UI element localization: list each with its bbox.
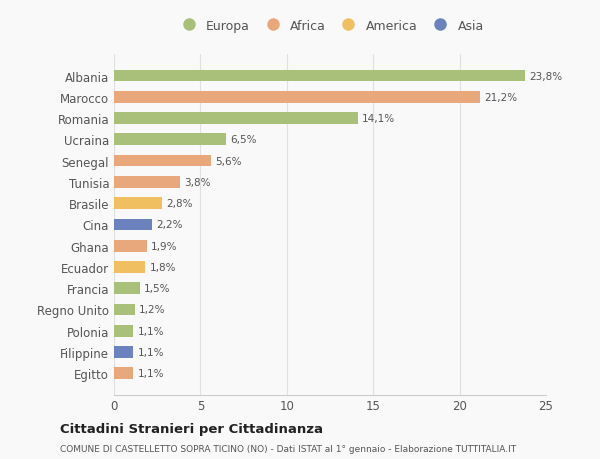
Text: 3,8%: 3,8% — [184, 178, 211, 187]
Bar — [114, 92, 481, 103]
Text: 1,8%: 1,8% — [149, 263, 176, 272]
Legend: Europa, Africa, America, Asia: Europa, Africa, America, Asia — [173, 17, 487, 35]
Text: COMUNE DI CASTELLETTO SOPRA TICINO (NO) - Dati ISTAT al 1° gennaio - Elaborazion: COMUNE DI CASTELLETTO SOPRA TICINO (NO) … — [60, 444, 516, 453]
Bar — [114, 347, 133, 358]
Text: Cittadini Stranieri per Cittadinanza: Cittadini Stranieri per Cittadinanza — [60, 422, 323, 436]
Text: 23,8%: 23,8% — [530, 71, 563, 81]
Text: 2,8%: 2,8% — [167, 199, 193, 209]
Text: 1,1%: 1,1% — [137, 347, 164, 357]
Bar — [114, 177, 179, 188]
Bar — [114, 198, 163, 209]
Text: 5,6%: 5,6% — [215, 156, 242, 166]
Text: 6,5%: 6,5% — [230, 135, 257, 145]
Text: 1,2%: 1,2% — [139, 305, 166, 315]
Text: 1,9%: 1,9% — [151, 241, 178, 251]
Bar — [114, 134, 226, 146]
Text: 14,1%: 14,1% — [362, 114, 395, 124]
Bar — [114, 241, 147, 252]
Text: 21,2%: 21,2% — [485, 93, 518, 102]
Bar — [114, 262, 145, 273]
Bar — [114, 304, 135, 316]
Text: 1,1%: 1,1% — [137, 369, 164, 379]
Text: 1,1%: 1,1% — [137, 326, 164, 336]
Bar — [114, 325, 133, 337]
Bar — [114, 368, 133, 379]
Bar — [114, 219, 152, 231]
Text: 2,2%: 2,2% — [157, 220, 183, 230]
Bar — [114, 156, 211, 167]
Text: 1,5%: 1,5% — [144, 284, 171, 294]
Bar — [114, 283, 140, 294]
Bar — [114, 71, 525, 82]
Bar — [114, 113, 358, 125]
